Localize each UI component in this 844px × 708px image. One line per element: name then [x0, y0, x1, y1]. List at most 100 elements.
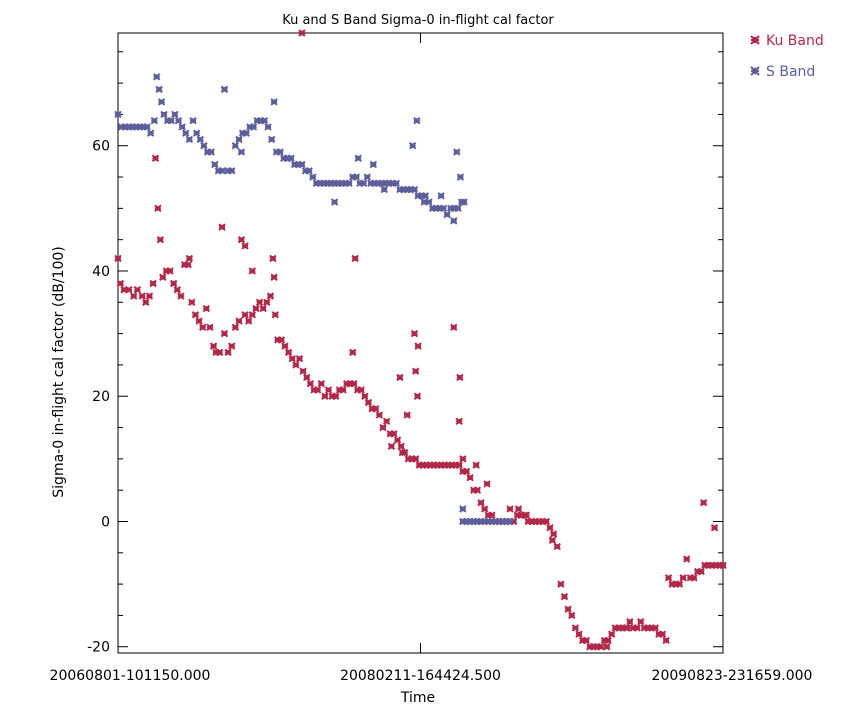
data-point — [267, 135, 276, 144]
data-point — [460, 198, 468, 206]
data-point — [421, 192, 430, 200]
data-point — [174, 116, 183, 125]
data-point — [443, 210, 451, 219]
data-point — [231, 323, 240, 332]
data-point — [142, 298, 150, 307]
data-point — [166, 267, 174, 275]
data-point — [263, 298, 271, 307]
data-point — [354, 154, 362, 162]
data-point — [295, 354, 304, 363]
data-point — [182, 129, 190, 137]
data-point — [209, 342, 218, 350]
data-point — [455, 461, 463, 469]
data-point — [281, 342, 289, 350]
data-point — [218, 167, 226, 175]
data-point — [298, 29, 306, 37]
series-ku-band — [114, 29, 727, 651]
data-point — [270, 273, 278, 281]
data-point — [553, 542, 561, 551]
data-point — [690, 574, 698, 582]
data-point — [292, 361, 300, 369]
data-point — [604, 636, 612, 645]
data-point — [361, 392, 369, 400]
legend: Ku Band S Band — [750, 33, 824, 80]
data-point — [375, 411, 384, 419]
data-point — [450, 217, 458, 225]
data-point — [506, 505, 514, 513]
data-point — [477, 498, 485, 507]
series-s-band — [114, 73, 514, 526]
data-point — [697, 567, 705, 576]
data-point — [270, 98, 278, 106]
data-point — [150, 116, 159, 125]
data-point — [557, 580, 565, 588]
data-point — [359, 179, 368, 188]
data-point — [298, 160, 306, 169]
data-point — [269, 254, 277, 263]
data-point — [339, 386, 347, 394]
data-point — [568, 611, 576, 620]
data-point — [138, 292, 146, 300]
x-axis-label: Time — [400, 690, 435, 706]
y-tick-label: 40 — [92, 264, 110, 280]
data-point — [114, 254, 122, 263]
data-point — [260, 116, 269, 125]
data-point — [228, 342, 236, 350]
data-point — [379, 423, 387, 432]
data-point — [330, 198, 339, 206]
data-point — [151, 154, 160, 162]
data-point — [157, 98, 166, 106]
data-point — [116, 279, 125, 288]
data-point — [363, 173, 371, 181]
data-point — [564, 605, 572, 613]
data-point — [626, 617, 634, 626]
data-point — [390, 430, 398, 438]
data-point — [658, 630, 667, 638]
data-point — [224, 348, 232, 357]
data-point — [305, 167, 313, 175]
data-point — [662, 636, 670, 645]
data-point — [277, 336, 286, 344]
data-point — [345, 179, 353, 188]
y-tick-labels: -20 0 20 40 60 — [87, 139, 110, 656]
data-point — [284, 348, 293, 357]
data-point — [228, 167, 236, 175]
data-point — [364, 398, 373, 407]
data-point — [575, 630, 583, 638]
data-point — [192, 129, 201, 137]
data-point — [207, 148, 215, 156]
data-point — [548, 536, 557, 544]
data-point — [522, 511, 531, 519]
data-point — [382, 417, 391, 425]
data-point — [171, 110, 179, 119]
data-point — [597, 643, 605, 651]
data-point — [155, 85, 163, 94]
data-point — [313, 386, 322, 394]
legend-marker — [750, 35, 760, 45]
data-point — [244, 317, 253, 325]
data-point — [462, 467, 471, 476]
data-point — [699, 498, 708, 507]
data-point — [185, 135, 194, 144]
data-point — [410, 329, 419, 338]
y-axis-label: Sigma-0 in-flight cal factor (dB/100) — [51, 246, 67, 497]
y-tick-label: -20 — [87, 640, 110, 656]
data-point — [483, 480, 491, 488]
data-point — [514, 505, 523, 513]
data-point — [472, 461, 480, 469]
data-point — [324, 386, 333, 394]
data-point — [241, 242, 249, 250]
data-point — [200, 142, 208, 150]
data-point — [188, 298, 196, 307]
x-tick-label: 20060801-101150.000 — [50, 668, 211, 684]
data-point — [454, 204, 462, 213]
legend-label: S Band — [766, 64, 815, 80]
data-point — [456, 173, 465, 181]
series-layer — [114, 29, 727, 651]
data-point — [332, 392, 340, 400]
data-point — [546, 524, 554, 532]
data-point — [235, 135, 243, 144]
data-point — [350, 379, 358, 388]
data-point — [637, 617, 645, 626]
